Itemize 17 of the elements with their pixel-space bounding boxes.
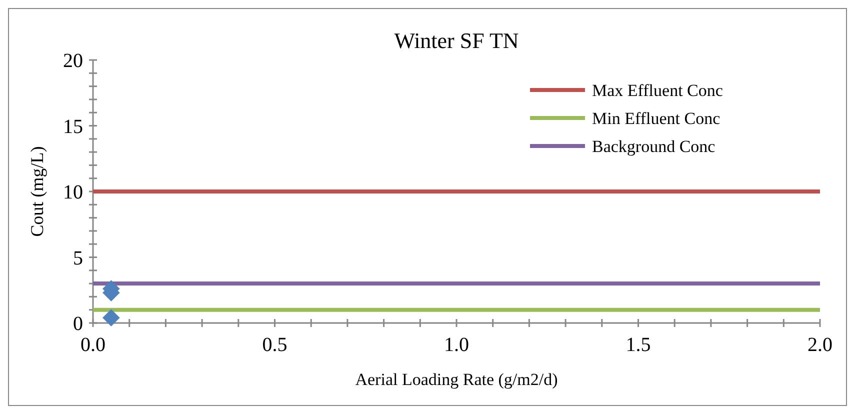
y-tick-label: 0 <box>73 313 83 335</box>
x-tick-label: 0.5 <box>262 334 288 356</box>
x-tick-label: 0.0 <box>80 334 106 356</box>
legend-label: Background Conc <box>592 136 716 156</box>
y-tick-label: 5 <box>73 247 83 270</box>
y-axis-title: Cout (mg/L) <box>27 146 47 237</box>
x-axis-title: Aerial Loading Rate (g/m2/d) <box>355 370 558 389</box>
point <box>102 309 120 326</box>
x-tick-label: 2.0 <box>808 334 832 356</box>
y-tick-label: 20 <box>63 50 83 72</box>
legend-label: Min Effluent Conc <box>592 108 721 128</box>
x-tick-label: 1.0 <box>444 334 469 356</box>
x-tick-label: 1.5 <box>626 334 651 356</box>
chart-title: Winter SF TN <box>394 28 519 53</box>
y-tick-label: 10 <box>63 182 83 204</box>
y-tick-label: 15 <box>63 116 83 138</box>
legend-label: Max Effluent Conc <box>592 80 724 100</box>
